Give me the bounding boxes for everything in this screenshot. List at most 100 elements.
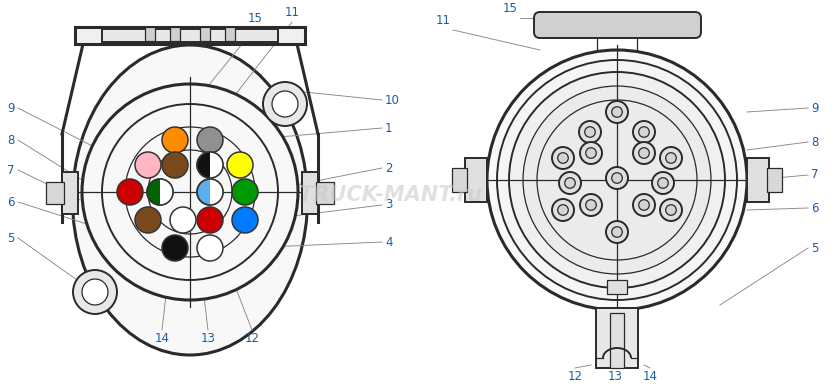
Wedge shape xyxy=(160,179,173,205)
Bar xyxy=(200,27,210,41)
Text: 6: 6 xyxy=(811,202,818,215)
Text: TRUCK-MANT.ru: TRUCK-MANT.ru xyxy=(298,185,481,205)
Circle shape xyxy=(652,172,674,194)
Circle shape xyxy=(612,227,622,237)
Bar xyxy=(145,27,155,41)
Circle shape xyxy=(162,152,188,178)
Circle shape xyxy=(509,72,725,288)
Circle shape xyxy=(197,179,223,205)
Text: 7: 7 xyxy=(811,169,818,182)
Wedge shape xyxy=(210,179,223,205)
Circle shape xyxy=(606,101,628,123)
Text: 5: 5 xyxy=(811,242,818,255)
Circle shape xyxy=(552,199,574,221)
Circle shape xyxy=(82,84,298,300)
Wedge shape xyxy=(210,152,223,178)
Circle shape xyxy=(487,50,747,310)
Bar xyxy=(465,158,487,202)
Text: 2: 2 xyxy=(385,162,392,174)
Circle shape xyxy=(666,205,676,215)
Circle shape xyxy=(666,153,676,163)
Circle shape xyxy=(197,235,223,261)
Text: 7: 7 xyxy=(8,164,15,177)
Bar xyxy=(596,308,638,368)
Circle shape xyxy=(272,91,298,117)
Circle shape xyxy=(497,60,737,300)
Bar xyxy=(747,158,769,202)
Circle shape xyxy=(170,207,196,233)
Circle shape xyxy=(633,142,655,164)
Circle shape xyxy=(73,270,117,314)
Ellipse shape xyxy=(72,45,307,355)
Circle shape xyxy=(580,194,602,216)
Circle shape xyxy=(606,167,628,189)
Circle shape xyxy=(638,200,649,210)
Circle shape xyxy=(638,127,649,137)
Text: 9: 9 xyxy=(811,101,818,114)
Circle shape xyxy=(559,172,581,194)
Circle shape xyxy=(197,207,223,233)
Text: 10: 10 xyxy=(385,93,400,106)
Bar xyxy=(46,182,64,204)
Circle shape xyxy=(585,148,596,158)
Text: 13: 13 xyxy=(201,332,215,345)
Text: 8: 8 xyxy=(8,134,15,147)
Text: 11: 11 xyxy=(285,6,300,19)
Circle shape xyxy=(523,86,711,274)
Text: 15: 15 xyxy=(503,2,518,15)
Bar xyxy=(225,27,235,41)
Circle shape xyxy=(227,152,253,178)
Circle shape xyxy=(135,207,161,233)
Circle shape xyxy=(232,179,258,205)
Text: 5: 5 xyxy=(8,232,15,245)
Circle shape xyxy=(197,152,223,178)
Text: 14: 14 xyxy=(155,332,170,345)
Circle shape xyxy=(162,235,188,261)
Circle shape xyxy=(162,127,188,153)
Bar xyxy=(607,280,627,294)
Circle shape xyxy=(660,199,682,221)
Bar xyxy=(452,168,467,192)
Bar xyxy=(170,27,180,41)
Circle shape xyxy=(580,142,602,164)
Circle shape xyxy=(612,173,622,183)
Text: 13: 13 xyxy=(607,370,622,383)
Text: 6: 6 xyxy=(8,195,15,209)
Circle shape xyxy=(612,107,622,117)
Bar xyxy=(316,182,334,204)
Text: 15: 15 xyxy=(248,12,262,25)
Bar xyxy=(75,27,305,44)
Circle shape xyxy=(135,152,161,178)
Circle shape xyxy=(82,279,108,305)
Text: 11: 11 xyxy=(436,14,451,27)
Bar xyxy=(302,172,318,214)
Text: 1: 1 xyxy=(385,121,392,134)
Text: 3: 3 xyxy=(385,199,392,212)
Bar xyxy=(102,29,278,42)
Circle shape xyxy=(585,127,596,137)
Circle shape xyxy=(147,179,173,205)
Circle shape xyxy=(558,205,569,215)
Circle shape xyxy=(197,127,223,153)
Circle shape xyxy=(117,179,143,205)
Text: 12: 12 xyxy=(244,332,260,345)
Circle shape xyxy=(585,200,596,210)
Circle shape xyxy=(579,121,601,143)
Bar xyxy=(62,172,78,214)
Text: 9: 9 xyxy=(8,101,15,114)
Circle shape xyxy=(263,82,307,126)
Circle shape xyxy=(658,178,669,188)
Circle shape xyxy=(638,148,649,158)
Circle shape xyxy=(660,147,682,169)
Circle shape xyxy=(232,207,258,233)
Circle shape xyxy=(633,194,655,216)
Text: 14: 14 xyxy=(643,370,658,383)
Circle shape xyxy=(552,147,574,169)
Text: 12: 12 xyxy=(568,370,582,383)
Text: 4: 4 xyxy=(385,235,392,248)
Circle shape xyxy=(606,221,628,243)
FancyBboxPatch shape xyxy=(534,12,701,38)
Bar xyxy=(610,313,624,368)
Circle shape xyxy=(564,178,575,188)
Text: 8: 8 xyxy=(811,136,818,149)
